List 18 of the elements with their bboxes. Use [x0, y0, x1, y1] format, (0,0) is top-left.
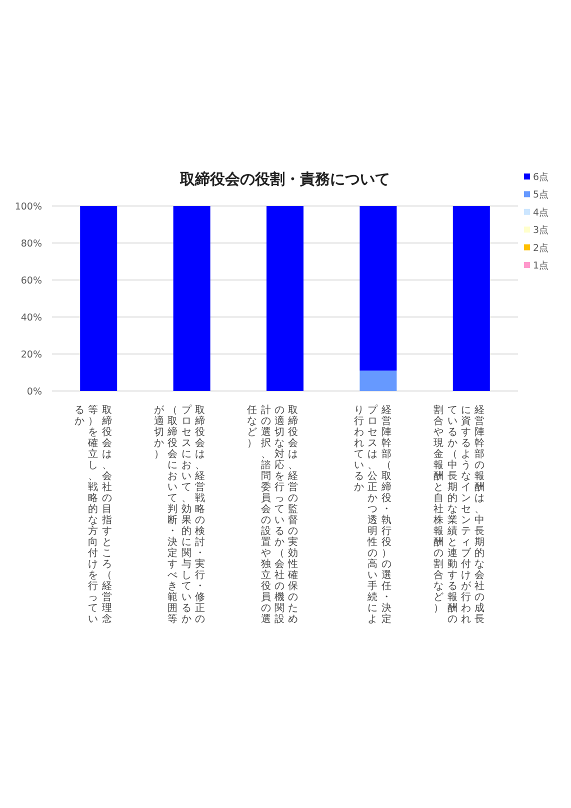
y-tick-label: 0% — [26, 386, 42, 398]
category-label: 取締役会は、経営の監督の実効性確保のための適切な対応を行っているか（会社の機関設計の選択、諮問委員会の設置や独立役員の選任など） — [247, 405, 298, 625]
legend-label: 1点 — [533, 260, 550, 272]
legend-label: 4点 — [533, 206, 550, 218]
legend-label: 2点 — [533, 242, 550, 254]
category-label: 経営陣幹部の報酬は、中長期的な会社の成長に資するようなインセンティブ付けが行われているか（中長期的な業績と連動する報酬の割合や現金報酬と自社株報酬の割合など） — [434, 405, 485, 625]
y-tick-label: 80% — [20, 238, 42, 250]
category-label: 取締役会は、会社の目指すところ（経営理念等）を確立し、戦略的な方向付けを行っているか — [74, 405, 112, 625]
y-tick-label: 60% — [20, 276, 42, 286]
legend-label: 6点 — [533, 171, 550, 183]
category-label: 経営陣幹部（取締役・執行役）の選任・決定プロセスは、公正かつ透明性の高い手続により行われているか — [354, 405, 392, 625]
y-tick-label: 20% — [20, 350, 42, 360]
category-label: 取締役会は、経営戦略の検討・実行・修正のプロセスにおいて、効果的に関与しているか（取締役会において判断・決定すべき範囲等が適切か） — [154, 405, 205, 625]
y-tick-label: 40% — [20, 312, 42, 324]
y-tick-label: 100% — [14, 202, 42, 212]
legend-label: 3点 — [533, 224, 550, 236]
chart-title: 取締役会の役割・責務について — [179, 170, 390, 188]
legend-label: 5点 — [533, 188, 550, 201]
